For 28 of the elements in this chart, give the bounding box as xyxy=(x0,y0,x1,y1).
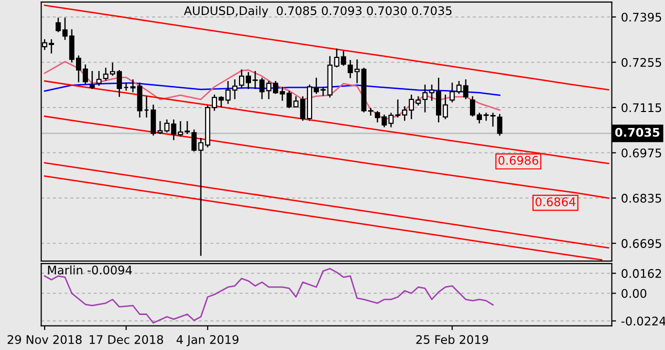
candlestick xyxy=(116,70,122,97)
y-tick-label: 0.6975 xyxy=(622,148,662,158)
line-series xyxy=(44,175,602,260)
candlestick xyxy=(90,70,95,90)
y-tick-label: 0.6835 xyxy=(622,194,662,203)
x-tick-label: 25 Feb 2019 xyxy=(416,334,488,344)
candlestick xyxy=(96,70,102,86)
y-tick-label: 0.7255 xyxy=(622,58,662,67)
x-tick-label: 4 Jan 2019 xyxy=(176,335,238,346)
chart-title: AUDUSD,Daily 0.7085 0.7093 0.7030 0.7035 xyxy=(184,6,452,18)
candlestick xyxy=(470,96,476,117)
candlestick xyxy=(497,114,502,136)
x-tick-label: 29 Nov 2018 xyxy=(8,335,82,344)
y-tick-label: 0.7395 xyxy=(622,12,662,22)
y-tick-label: 0.0162 xyxy=(622,269,661,278)
candlestick xyxy=(490,112,496,127)
annotation: 0.6986 xyxy=(498,156,538,165)
candlestick xyxy=(48,39,54,54)
x-tick-label: 17 Dec 2018 xyxy=(90,335,164,344)
annotation: 0.6864 xyxy=(536,197,576,206)
line-series xyxy=(44,4,610,90)
candlestick xyxy=(442,94,448,120)
y-tick-label: 0.00 xyxy=(622,289,646,298)
chart-title: Marlin -0.0094 xyxy=(48,265,132,275)
y-tick-label: 0.6695 xyxy=(622,239,662,248)
y-tick-label: 0.7115 xyxy=(622,103,662,112)
ref-line-label: 0.7035 xyxy=(615,128,660,137)
candlestick xyxy=(82,64,88,84)
